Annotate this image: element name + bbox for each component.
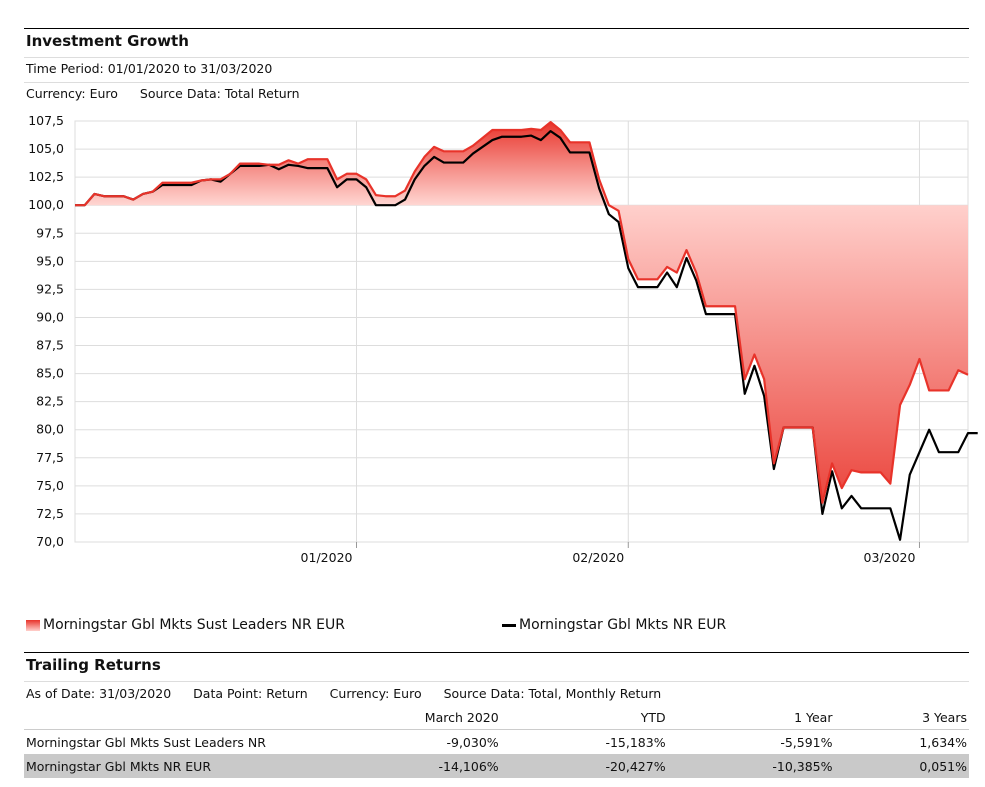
cell-value: -10,385% — [667, 754, 835, 778]
legend-label: Morningstar Gbl Mkts Sust Leaders NR EUR — [43, 617, 345, 633]
divider — [24, 82, 969, 83]
legend-label: Morningstar Gbl Mkts NR EUR — [519, 617, 727, 633]
trailing-meta: As of Date: 31/03/2020 Data Point: Retur… — [26, 686, 679, 701]
cell-value: 0,051% — [834, 754, 969, 778]
column-header: March 2020 — [424, 709, 499, 725]
cell-value: -5,591% — [667, 729, 835, 754]
y-tick-label: 72,5 — [36, 506, 64, 521]
trailing-returns-table: March 2020 YTD 1 Year 3 Years Morningsta… — [24, 705, 969, 778]
table-row: Morningstar Gbl Mkts Sust Leaders NR -9,… — [24, 729, 969, 754]
investment-growth-chart: 70,0 72,5 75,0 77,5 80,0 82,5 85,0 87,5 90,0 92,5… — [28, 113, 978, 565]
currency-label: Currency: Euro — [26, 86, 118, 101]
x-tick-label: 03/2020 — [864, 550, 916, 565]
area-fill — [75, 122, 968, 503]
y-tick-label: 90,0 — [36, 309, 64, 324]
series-lines — [75, 121, 978, 541]
time-period: Time Period: 01/01/2020 to 31/03/2020 — [26, 61, 273, 76]
row-name: Morningstar Gbl Mkts NR EUR — [24, 754, 298, 778]
y-tick-label: 77,5 — [36, 450, 64, 465]
top-rule — [24, 28, 969, 29]
table-row: Morningstar Gbl Mkts NR EUR -14,106% -20… — [24, 754, 969, 778]
y-tick-label: 102,5 — [28, 169, 64, 184]
y-tick-label: 75,0 — [36, 478, 64, 493]
y-tick-label: 70,0 — [36, 534, 64, 549]
legend-swatch-line — [502, 623, 516, 627]
divider — [24, 57, 969, 58]
as-of-date: As of Date: 31/03/2020 — [26, 686, 172, 701]
y-tick-label: 82,5 — [36, 394, 64, 409]
column-header: YTD — [640, 709, 666, 725]
currency-label: Currency: Euro — [329, 686, 422, 701]
legend-item-sust-leaders: Morningstar Gbl Mkts Sust Leaders NR EUR — [26, 617, 345, 633]
y-tick-label: 80,0 — [36, 422, 64, 437]
table-header-row: March 2020 YTD 1 Year 3 Years — [24, 705, 969, 730]
trailing-returns-title: Trailing Returns — [26, 656, 161, 674]
y-tick-label: 87,5 — [36, 338, 64, 353]
column-header-name — [24, 705, 298, 730]
y-axis: 70,0 72,5 75,0 77,5 80,0 82,5 85,0 87,5 90,0 92,5… — [28, 113, 64, 549]
legend-item-gbl-mkts: Morningstar Gbl Mkts NR EUR — [502, 617, 726, 633]
x-tick-label: 02/2020 — [572, 550, 624, 565]
cell-value: 1,634% — [834, 729, 969, 754]
y-tick-label: 97,5 — [36, 225, 64, 240]
chart-meta: Currency: Euro Source Data: Total Return — [26, 86, 318, 101]
area-below-baseline — [75, 205, 968, 503]
area-above-baseline — [75, 122, 968, 206]
data-point: Data Point: Return — [193, 686, 308, 701]
column-header: 1 Year — [794, 709, 833, 725]
column-header: 3 Years — [922, 709, 967, 725]
top-rule — [24, 652, 969, 653]
cell-value: -14,106% — [298, 754, 501, 778]
source-label: Source Data: Total Return — [139, 86, 300, 101]
x-axis: 01/2020 02/2020 03/2020 — [301, 550, 916, 565]
y-tick-label: 100,0 — [28, 197, 64, 212]
y-tick-label: 92,5 — [36, 281, 64, 296]
y-tick-label: 95,0 — [36, 253, 64, 268]
cell-value: -20,427% — [500, 754, 668, 778]
cell-value: -15,183% — [500, 729, 668, 754]
cell-value: -9,030% — [298, 729, 501, 754]
row-name: Morningstar Gbl Mkts Sust Leaders NR — [24, 729, 298, 754]
y-tick-label: 85,0 — [36, 366, 64, 381]
chart-title: Investment Growth — [26, 32, 189, 50]
x-tick-label: 01/2020 — [301, 550, 353, 565]
divider — [24, 681, 969, 682]
legend-swatch-area — [26, 619, 40, 631]
source-label: Source Data: Total, Monthly Return — [443, 686, 662, 701]
y-tick-label: 105,0 — [28, 141, 64, 156]
y-tick-label: 107,5 — [28, 113, 64, 128]
series-line-sust-leaders — [75, 121, 969, 504]
